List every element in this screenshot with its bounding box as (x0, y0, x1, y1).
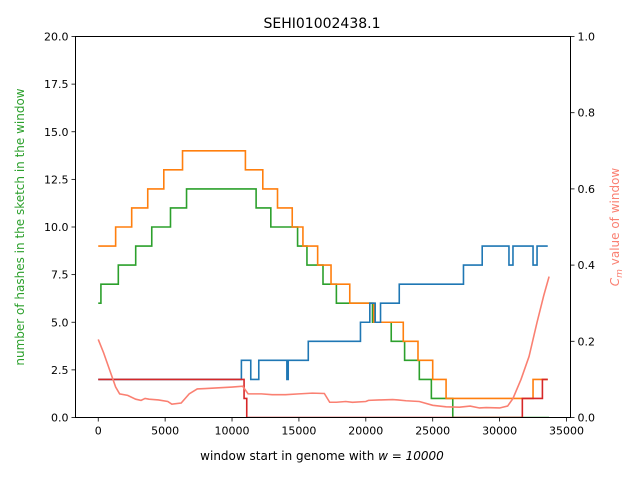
x-tick-label: 0 (95, 425, 102, 438)
series-line-2 (98, 150, 548, 400)
y-axis-right-label-math: C (608, 277, 622, 286)
series-line-5 (97, 276, 550, 409)
y-left-tick-label: 0.0 (51, 412, 69, 425)
x-tick-label: 5000 (151, 425, 179, 438)
series-line-4 (98, 378, 548, 418)
y-axis-right-label-sub: m (615, 269, 625, 278)
x-tick-label: 15000 (281, 425, 316, 438)
y-right-tick-label: 0.2 (578, 335, 596, 348)
y-left-tick-label: 5.0 (51, 316, 69, 329)
x-tick-label: 30000 (482, 425, 517, 438)
y-left-tick-label: 10.0 (44, 221, 69, 234)
axes-layer: 0 5000 10000 15000 20000 25000 30000 350000.02.… (44, 31, 595, 438)
plot-frame (75, 36, 571, 418)
y-left-tick-label: 12.5 (44, 173, 69, 186)
y-right-tick-label: 0.8 (578, 107, 596, 120)
y-left-tick-label: 17.5 (44, 78, 69, 91)
y-left-tick-label: 7.5 (51, 269, 69, 282)
y-left-tick-label: 20.0 (44, 31, 69, 44)
x-tick-label: 10000 (215, 425, 250, 438)
chart-title: SEHI01002438.1 (263, 16, 380, 32)
x-axis-label: window start in genome with w = 10000 (200, 449, 444, 463)
y-right-tick-label: 0.6 (578, 183, 596, 196)
y-axis-right-label: Cm value of window (608, 168, 625, 287)
x-axis-label-math: w = 10000 (378, 449, 444, 463)
y-left-tick-label: 2.5 (51, 364, 69, 377)
y-right-tick-label: 0.4 (578, 259, 596, 272)
x-tick-label: 20000 (348, 425, 383, 438)
y-right-tick-label: 0.0 (578, 412, 596, 425)
y-left-tick-label: 15.0 (44, 126, 69, 139)
y-right-tick-label: 1.0 (578, 31, 596, 44)
y-axis-left-label: number of hashes in the sketch in the wi… (13, 88, 27, 365)
series-layer (97, 150, 550, 418)
x-tick-label: 35000 (549, 425, 584, 438)
x-tick-label: 25000 (415, 425, 450, 438)
series-line-3 (98, 245, 548, 381)
